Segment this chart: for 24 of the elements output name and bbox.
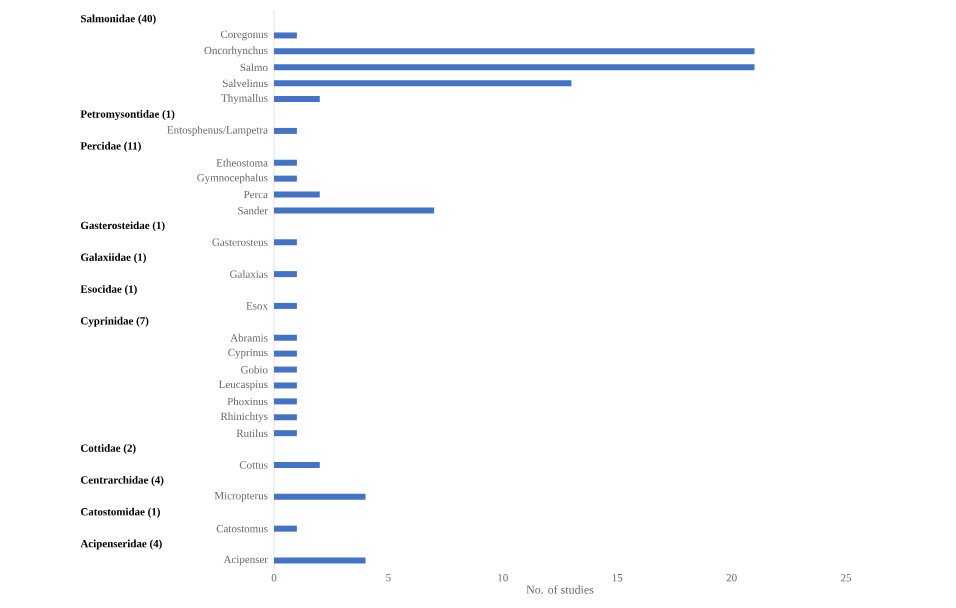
bar (274, 525, 297, 532)
bar (274, 350, 297, 357)
bar (274, 175, 297, 182)
bar (274, 366, 297, 373)
bar (274, 96, 320, 103)
bar (274, 80, 572, 87)
bar (274, 382, 297, 389)
bar (274, 159, 297, 166)
bar (274, 64, 755, 71)
bar (274, 48, 755, 55)
bar (274, 493, 366, 500)
bar (274, 302, 297, 309)
bar (274, 191, 320, 198)
bar (274, 462, 320, 469)
bar (274, 334, 297, 341)
bar (274, 271, 297, 278)
bar (274, 557, 366, 564)
bar (274, 414, 297, 421)
bar (274, 32, 297, 39)
bar (274, 398, 297, 405)
bar (274, 127, 297, 134)
bar (274, 207, 435, 214)
bar (274, 430, 297, 437)
bar (274, 239, 297, 246)
